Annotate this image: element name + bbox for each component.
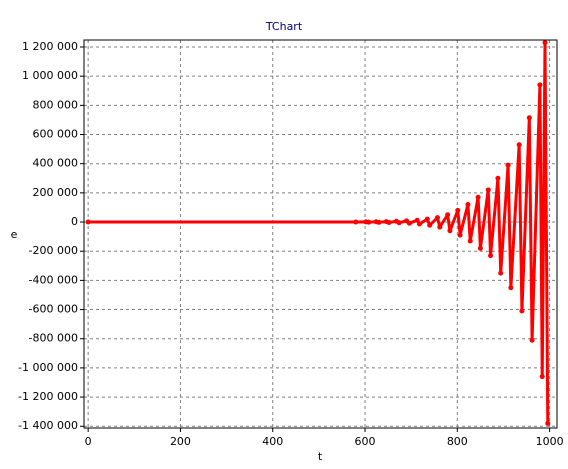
point [376,219,382,225]
point [457,232,463,238]
grid [80,40,557,432]
y-tick-label: 1 200 000 [22,40,78,53]
point [485,187,491,193]
y-tick-label: -1 200 000 [18,390,78,403]
y-tick-label: -1 000 000 [18,361,78,374]
x-tick-label: 400 [262,435,283,448]
point [542,40,548,46]
point [465,202,471,208]
y-tick-label: -200 000 [29,244,78,257]
point [455,207,461,213]
y-tick-label: -600 000 [29,303,78,316]
point [396,220,402,226]
point [505,162,511,168]
y-tick-label: 1 000 000 [22,69,78,82]
point [416,221,422,227]
point [85,219,91,225]
point [386,219,392,225]
point [475,194,481,200]
point [366,219,372,225]
x-tick-label: 200 [170,435,191,448]
point [427,222,433,228]
point [445,212,451,218]
point [508,285,514,291]
y-tick-label: 400 000 [33,157,79,170]
point [447,228,453,234]
point [545,420,551,426]
point [495,175,501,181]
x-tick-label: 600 [355,435,376,448]
y-tick-label: 600 000 [33,128,79,141]
x-tick-label: 0 [85,435,92,448]
y-tick-label: 200 000 [33,186,79,199]
x-tick-label: 1000 [536,435,564,448]
point [519,308,525,314]
point [539,374,545,380]
chart-title: TChart [265,20,303,33]
y-tick-label: 800 000 [33,98,79,111]
x-tick-label: 800 [447,435,468,448]
point [406,220,412,226]
plot [85,40,551,426]
plot-frame [83,39,558,429]
point [516,142,522,148]
y-tick-label: -1 400 000 [18,419,78,432]
point [467,238,473,244]
point [424,216,430,222]
y-tick-label: -800 000 [29,332,78,345]
y-tick-label: 0 [71,215,78,228]
y-tick-label: -400 000 [29,273,78,286]
point [434,215,440,221]
point [537,82,543,88]
point [414,217,420,223]
point [488,253,494,259]
point [498,270,504,276]
point [353,219,359,225]
point [477,245,483,251]
point [437,224,443,230]
y-axis-label: e [11,228,18,241]
point [526,115,532,121]
x-axis-label: t [318,450,323,463]
point [529,337,535,343]
